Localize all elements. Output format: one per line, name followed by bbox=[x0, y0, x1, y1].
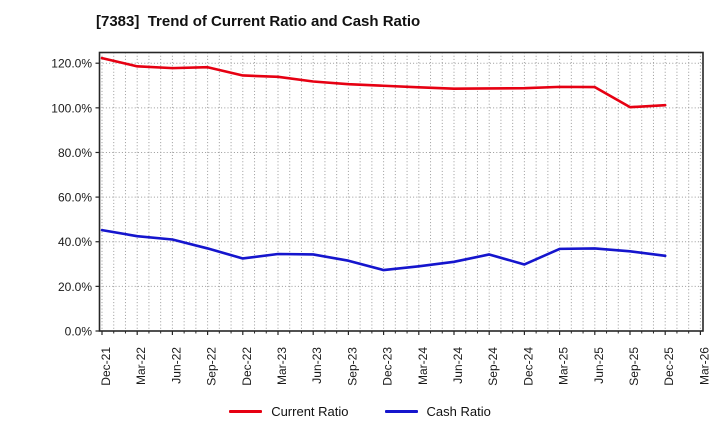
x-tick-label: Dec-23 bbox=[381, 347, 395, 386]
y-tick-label: 60.0% bbox=[58, 191, 92, 205]
chart-title: [7383] Trend of Current Ratio and Cash R… bbox=[96, 13, 421, 30]
x-tick-label: Sep-24 bbox=[486, 347, 500, 386]
legend: Current Ratio Cash Ratio bbox=[0, 404, 720, 419]
legend-item-cash-ratio: Cash Ratio bbox=[384, 404, 491, 419]
x-tick-label: Jun-25 bbox=[592, 347, 606, 384]
x-tick-label: Dec-22 bbox=[240, 347, 254, 386]
x-tick-label: Mar-25 bbox=[557, 347, 571, 385]
x-tick-label: Sep-23 bbox=[345, 347, 359, 386]
cash-ratio-line-swatch bbox=[384, 410, 418, 413]
plot-border bbox=[98, 51, 704, 332]
x-tick-label: Dec-21 bbox=[99, 347, 113, 386]
x-tick-label: Sep-22 bbox=[205, 347, 219, 386]
current-ratio-line-swatch bbox=[229, 410, 263, 413]
x-tick-label: Jun-24 bbox=[451, 347, 465, 384]
x-tick-label: Dec-25 bbox=[662, 347, 676, 386]
x-tick-label: Sep-25 bbox=[627, 347, 641, 386]
x-tick-label: Mar-22 bbox=[134, 347, 148, 385]
legend-label-current-ratio: Current Ratio bbox=[271, 404, 349, 419]
cash-ratio-line bbox=[100, 228, 667, 272]
y-tick-label: 40.0% bbox=[58, 235, 92, 249]
legend-label-cash-ratio: Cash Ratio bbox=[426, 404, 491, 419]
y-tick-label: 0.0% bbox=[65, 325, 93, 339]
current-ratio-line bbox=[100, 56, 667, 109]
y-tick-label: 80.0% bbox=[58, 146, 92, 160]
y-tick-label: 20.0% bbox=[58, 280, 92, 294]
x-tick-label: Jun-23 bbox=[310, 347, 324, 384]
x-tick-label: Dec-24 bbox=[521, 347, 535, 386]
x-tick-label: Mar-26 bbox=[697, 347, 711, 385]
y-tick-label: 120.0% bbox=[51, 57, 92, 71]
x-tick-label: Jun-22 bbox=[169, 347, 183, 384]
x-tick-label: Mar-23 bbox=[275, 347, 289, 385]
y-tick-label: 100.0% bbox=[51, 101, 92, 115]
legend-item-current-ratio: Current Ratio bbox=[229, 404, 349, 419]
x-tick-label: Mar-24 bbox=[416, 347, 430, 385]
